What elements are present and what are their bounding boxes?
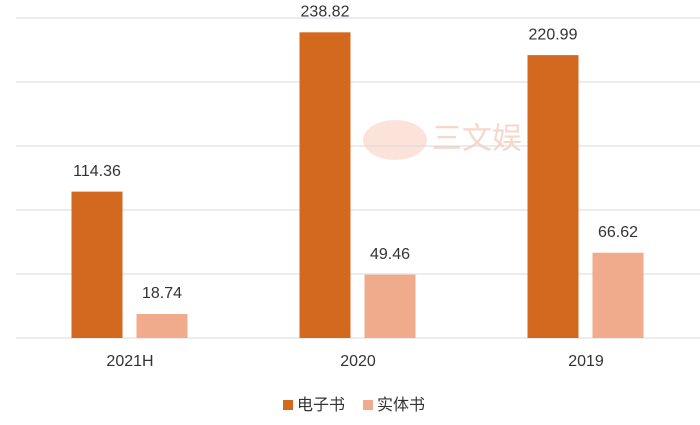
value-label: 66.62 — [598, 224, 638, 241]
legend-label: 电子书 — [297, 396, 345, 414]
x-tick-label: 2020 — [340, 353, 376, 370]
value-label: 220.99 — [529, 26, 578, 43]
bar — [527, 55, 579, 338]
legend-label: 实体书 — [377, 396, 425, 414]
watermark-logo: 三文娱 — [363, 120, 522, 160]
x-tick-label: 2021H — [106, 353, 153, 370]
watermark-icon — [363, 120, 427, 160]
bar — [71, 191, 123, 338]
x-tick-label: 2019 — [568, 353, 604, 370]
bar — [364, 274, 416, 338]
legend-swatch — [283, 400, 293, 410]
value-label: 49.46 — [370, 246, 410, 263]
bar — [136, 314, 188, 338]
value-label: 238.82 — [301, 4, 350, 21]
value-label: 114.36 — [73, 163, 121, 180]
watermark: 三文娱 — [432, 122, 522, 157]
value-label: 18.74 — [142, 285, 182, 302]
bar — [299, 32, 351, 339]
legend-swatch — [363, 400, 373, 410]
bar — [592, 252, 644, 338]
